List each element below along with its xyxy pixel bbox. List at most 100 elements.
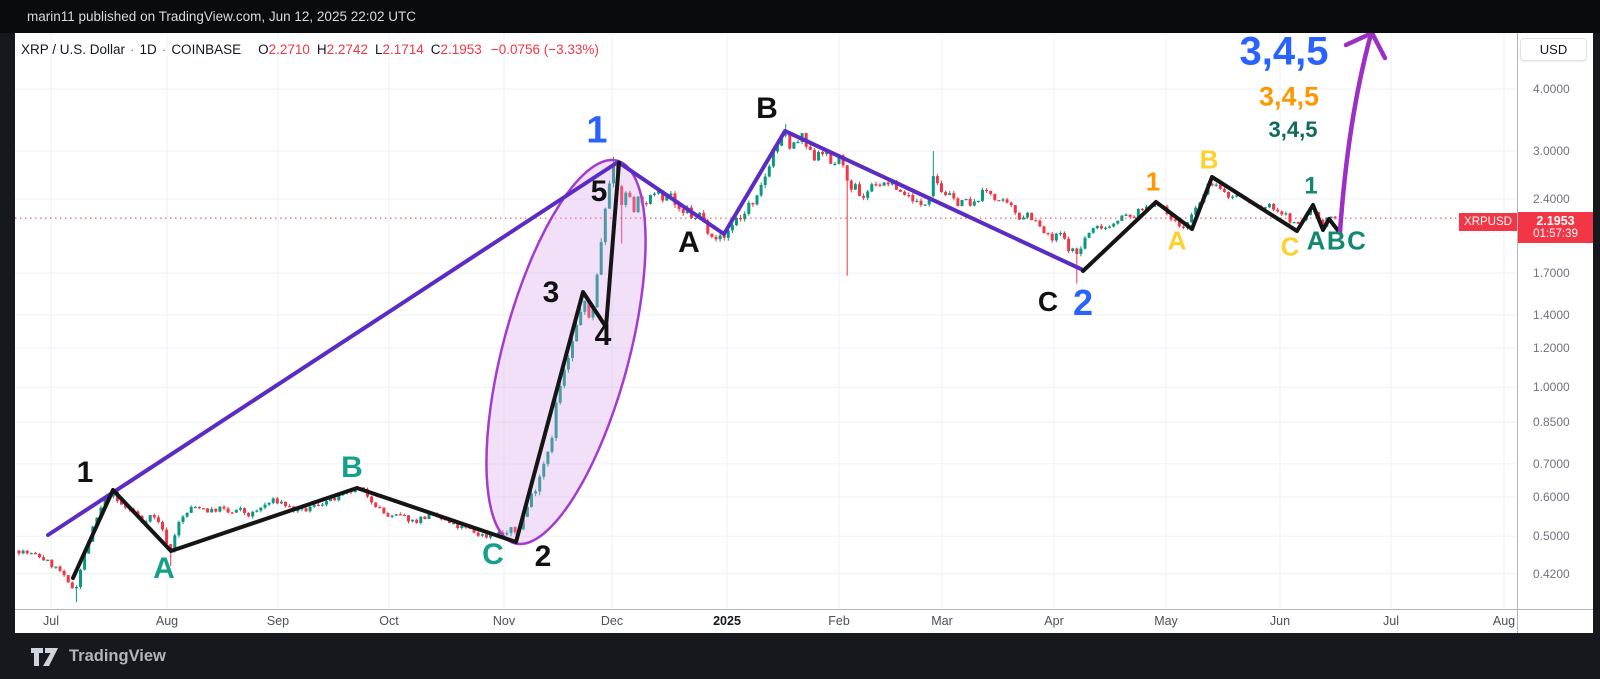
wave-label[interactable]: B	[756, 92, 778, 125]
wave-label[interactable]: 1	[586, 110, 607, 152]
candle-body	[632, 196, 636, 213]
candle-body	[587, 300, 591, 318]
candle-body	[1017, 212, 1021, 220]
wave-label[interactable]: 2	[535, 540, 552, 573]
candle-body	[472, 528, 476, 533]
wave-label[interactable]: 4	[595, 319, 612, 352]
ohlc-key: C	[430, 41, 441, 57]
time-axis-label: Apr	[1044, 614, 1064, 628]
candle-body	[79, 569, 82, 587]
candle-body	[1296, 222, 1300, 224]
candle-body	[38, 553, 41, 558]
tradingview-logo[interactable]: TradingView	[30, 645, 166, 667]
candle-body	[210, 508, 214, 513]
candle-body	[50, 559, 54, 568]
candle-body	[1235, 195, 1239, 197]
price-axis[interactable]: USD 4.0000 3.0000 2.4000 1.7000 1.4000 1.2000…	[1518, 33, 1593, 609]
interval-label[interactable]: 1D	[139, 41, 157, 57]
elliott-wave-line-left[interactable]	[71, 161, 621, 580]
candle-body	[1231, 196, 1235, 198]
elliott-wave-line-right[interactable]	[1081, 175, 1342, 273]
wave-label[interactable]: A	[678, 226, 700, 259]
candle-body	[751, 202, 755, 205]
wave-label[interactable]: C	[1281, 231, 1300, 261]
wave-label[interactable]: ABC	[1307, 225, 1368, 255]
candle-wick	[301, 507, 303, 512]
candle-body	[653, 193, 656, 195]
candle-body	[312, 504, 316, 507]
candle-body	[460, 525, 464, 528]
ohlc-value: 2.1714	[382, 41, 424, 57]
candle-body	[255, 510, 259, 512]
candle-body	[1194, 207, 1198, 215]
candle-body	[316, 504, 320, 506]
candle-body	[1071, 248, 1075, 252]
wave-label[interactable]: 3,4,5	[1240, 33, 1329, 73]
candle-body	[238, 508, 242, 510]
candle-body	[747, 202, 751, 214]
wave-label[interactable]: 3,4,5	[1259, 82, 1319, 112]
projection-arrow-shaft[interactable]	[1337, 33, 1374, 235]
wave-label[interactable]: 1	[1304, 173, 1317, 200]
wave-label[interactable]: B	[341, 451, 363, 484]
candle-body	[386, 513, 390, 517]
candle-body	[1136, 208, 1140, 218]
candle-body	[612, 165, 615, 184]
purple-trendline[interactable]	[46, 160, 620, 537]
wave-label[interactable]: A	[153, 552, 175, 585]
ohlc-key: H	[316, 41, 327, 57]
candle-body	[1222, 188, 1226, 192]
candle-body	[1022, 217, 1025, 220]
symbol-title[interactable]: XRP / U.S. Dollar	[21, 41, 126, 57]
candle-body	[456, 523, 460, 528]
candle-body	[521, 516, 525, 530]
last-price-value: 2.1953	[1536, 213, 1575, 228]
candle-body	[214, 508, 218, 512]
candle-body	[402, 514, 406, 517]
candle-body	[1177, 220, 1181, 227]
candle-body	[546, 451, 550, 464]
candle-body	[415, 519, 419, 523]
candle-body	[333, 497, 337, 501]
candle-wick	[752, 202, 754, 207]
candle-body	[849, 180, 853, 190]
wave-label[interactable]: 5	[591, 175, 608, 208]
time-axis-label: Aug	[1492, 614, 1516, 628]
tradingview-logo-icon	[31, 648, 58, 666]
candle-body	[583, 300, 587, 312]
candle-body	[1050, 233, 1054, 241]
time-axis[interactable]: Jul Aug Sep Oct Nov Dec 2025 Feb Mar Apr May Jun Jul…	[15, 609, 1593, 633]
candle-body	[1067, 238, 1071, 252]
last-price-axis-label: 2.1953 01:57:39	[1518, 212, 1593, 243]
price-tick-label: 2.4000	[1533, 191, 1570, 206]
wave-label[interactable]: 3,4,5	[1269, 117, 1318, 142]
wave-label[interactable]: B	[1200, 144, 1219, 174]
candle-body	[755, 195, 759, 205]
candle-body	[771, 151, 775, 167]
candle-body	[538, 476, 542, 492]
wave-label[interactable]: C	[1038, 286, 1058, 317]
candle-body	[230, 512, 234, 514]
candle-body	[993, 193, 997, 201]
wave-label[interactable]: 1	[1146, 166, 1160, 196]
candle-body	[226, 508, 230, 513]
candle-body	[308, 506, 312, 512]
price-tick-label: 1.4000	[1533, 307, 1570, 322]
purple-wave-line[interactable]	[616, 129, 1085, 272]
wave-label[interactable]: A	[1168, 225, 1187, 255]
candle-body	[997, 200, 1001, 202]
candle-wick	[170, 543, 172, 567]
wave-label[interactable]: 3	[543, 276, 560, 309]
candle-body	[1329, 216, 1333, 219]
candle-body	[382, 507, 386, 514]
currency-toggle-button[interactable]: USD	[1520, 38, 1587, 61]
candle-body	[1181, 226, 1185, 228]
candle-body	[1132, 216, 1136, 219]
candle-body	[722, 235, 726, 238]
wave-label[interactable]: 1	[77, 456, 94, 489]
wave-label[interactable]: C	[482, 538, 504, 571]
wave-label[interactable]: 2	[1073, 282, 1093, 323]
projection-arrow-head	[1343, 33, 1388, 61]
candle-body	[911, 195, 915, 202]
